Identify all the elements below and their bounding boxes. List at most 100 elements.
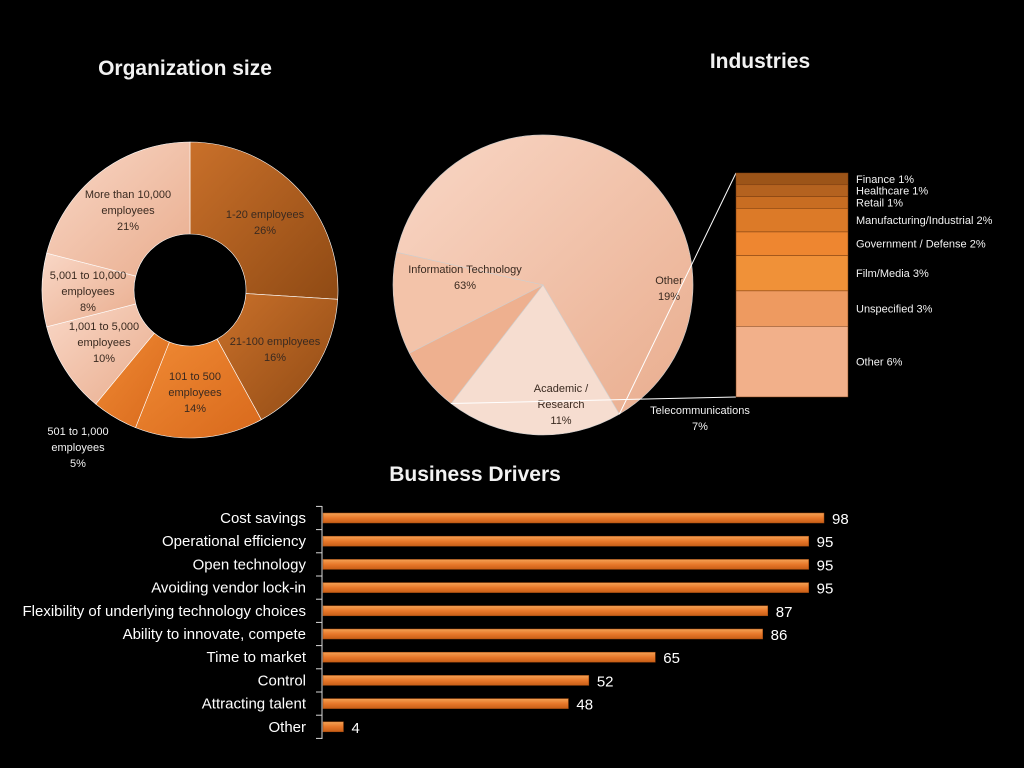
industries-slice-label-line: 19% bbox=[658, 291, 680, 303]
breakdown-label: Healthcare 1% bbox=[856, 186, 928, 198]
driver-value-label: 48 bbox=[576, 697, 593, 714]
driver-bar bbox=[322, 512, 825, 524]
donut-slice-label: 1,001 to 5,000 employees 10% bbox=[69, 321, 139, 365]
industries-slice-label-line: Other bbox=[655, 275, 683, 287]
business-drivers-bars bbox=[322, 512, 825, 733]
donut-slice-label: 5,001 to 10,000 employees 8% bbox=[50, 270, 126, 314]
donut-slice-label-line: 10% bbox=[93, 353, 115, 365]
business-drivers-categories: Cost savings Operational efficiency Open t… bbox=[23, 510, 307, 736]
industries-slice bbox=[450, 284, 620, 436]
donut-slice-label-line: 5,001 to 10,000 bbox=[50, 270, 126, 282]
donut-slice-label-line: 1-20 employees bbox=[226, 209, 305, 221]
business-drivers-axis-ticks bbox=[316, 505, 322, 739]
industries-slice-label: Information Technology 63% bbox=[408, 264, 522, 292]
driver-value-label: 98 bbox=[832, 511, 849, 528]
driver-value-label: 4 bbox=[351, 720, 359, 737]
connector-line-top bbox=[618, 172, 737, 415]
donut-slice-label-line: 21-100 employees bbox=[230, 336, 321, 348]
breakdown-segment bbox=[735, 172, 849, 186]
donut-slice-label-line: 1,001 to 5,000 bbox=[69, 321, 139, 333]
donut-slice bbox=[216, 293, 339, 421]
breakdown-segment bbox=[735, 196, 849, 209]
donut-slice-label-line: 26% bbox=[254, 225, 276, 237]
driver-category-label: Ability to innovate, compete bbox=[123, 626, 306, 643]
donut-slice-label: 21-100 employees 16% bbox=[230, 336, 321, 364]
driver-bar bbox=[322, 628, 763, 640]
industries-slice-label-line: Research bbox=[537, 399, 584, 411]
driver-category-label: Other bbox=[268, 719, 306, 736]
driver-category-label: Open technology bbox=[193, 556, 307, 573]
business-drivers-title: Business Drivers bbox=[389, 463, 561, 486]
donut-slice-label-line: 101 to 500 bbox=[169, 371, 221, 383]
driver-category-label: Time to market bbox=[207, 649, 307, 666]
organization-size-chart: Organization size 1-20 employees 26% 21-10… bbox=[41, 57, 339, 470]
donut-slice-label: More than 10,000 employees 21% bbox=[85, 189, 171, 233]
business-drivers-chart: Business Drivers Cost savings Operational… bbox=[23, 463, 849, 739]
donut-slice-label-line: employees bbox=[61, 286, 115, 298]
breakdown-label: Government / Defense 2% bbox=[856, 239, 986, 251]
industries-slice-label-line: 7% bbox=[692, 421, 708, 433]
breakdown-segment bbox=[735, 326, 849, 398]
breakdown-segment bbox=[735, 255, 849, 292]
driver-bar bbox=[322, 675, 590, 686]
driver-category-label: Cost savings bbox=[220, 510, 306, 527]
industries-slice-label-line: Information Technology bbox=[408, 264, 522, 276]
breakdown-label: Retail 1% bbox=[856, 197, 903, 209]
donut-slice-label-line: More than 10,000 bbox=[85, 189, 171, 201]
industries-slice-label: Academic / Research 11% bbox=[534, 383, 589, 427]
donut-slice-label: 501 to 1,000 employees 5% bbox=[47, 426, 108, 470]
donut-slice-label: 1-20 employees 26% bbox=[226, 209, 305, 237]
driver-value-label: 52 bbox=[597, 673, 614, 690]
donut-slice-label-line: employees bbox=[51, 442, 105, 454]
driver-bar bbox=[322, 721, 344, 733]
industries-slice-label-line: 11% bbox=[550, 415, 571, 427]
driver-bar bbox=[322, 535, 809, 547]
industries-slices bbox=[392, 134, 694, 436]
driver-value-label: 86 bbox=[771, 627, 788, 644]
breakdown-label: Finance 1% bbox=[856, 174, 914, 186]
donut-slice bbox=[46, 141, 191, 277]
driver-bar bbox=[322, 582, 809, 593]
driver-category-label: Flexibility of underlying technology cho… bbox=[23, 603, 306, 620]
driver-bar bbox=[322, 559, 809, 570]
organization-size-title: Organization size bbox=[98, 57, 272, 80]
driver-category-label: Control bbox=[258, 672, 306, 689]
organization-size-labels: 1-20 employees 26% 21-100 employees 16% 101 … bbox=[47, 189, 320, 470]
breakdown-segment bbox=[735, 208, 849, 233]
breakdown-segment bbox=[735, 184, 849, 197]
industries-title: Industries bbox=[710, 50, 810, 73]
driver-value-label: 87 bbox=[776, 604, 793, 621]
donut-slice-label-line: 16% bbox=[264, 352, 286, 364]
donut-slice-label-line: 8% bbox=[80, 302, 96, 314]
driver-bar bbox=[322, 651, 656, 663]
connector-line-bottom bbox=[451, 396, 737, 405]
driver-value-label: 95 bbox=[817, 534, 834, 551]
donut-slice-label-line: 14% bbox=[184, 403, 206, 415]
breakdown-label: Manufacturing/Industrial 2% bbox=[856, 215, 993, 227]
donut-slice bbox=[189, 141, 339, 300]
industries-slice bbox=[392, 251, 544, 354]
donut-slice bbox=[135, 338, 262, 439]
donut-slice-label-line: 21% bbox=[117, 221, 139, 233]
industries-slice-label-line: 63% bbox=[454, 280, 476, 292]
industries-labels: Information Technology 63% Other 19% Telecom… bbox=[408, 264, 750, 433]
donut-slice-label: 101 to 500 employees 14% bbox=[168, 371, 222, 415]
driver-value-label: 95 bbox=[817, 581, 834, 598]
breakdown-segment bbox=[735, 290, 849, 327]
breakdown-label: Unspecified 3% bbox=[856, 304, 933, 316]
driver-category-label: Attracting talent bbox=[202, 696, 307, 713]
driver-category-label: Operational efficiency bbox=[162, 533, 306, 550]
industries-chart: Industries Information Technology 63% Othe… bbox=[392, 50, 993, 436]
breakdown-label: Other 6% bbox=[856, 357, 903, 369]
driver-value-label: 95 bbox=[817, 557, 834, 574]
industries-other-breakdown bbox=[735, 172, 849, 398]
donut-slice-label-line: employees bbox=[101, 205, 155, 217]
donut-slice-label-line: 5% bbox=[70, 458, 86, 470]
industries-slice-label: Telecommunications 7% bbox=[650, 405, 750, 433]
driver-bar bbox=[322, 605, 769, 617]
breakdown-segment bbox=[735, 231, 849, 256]
driver-bar bbox=[322, 698, 569, 709]
industries-slice-label-line: Academic / bbox=[534, 383, 589, 395]
